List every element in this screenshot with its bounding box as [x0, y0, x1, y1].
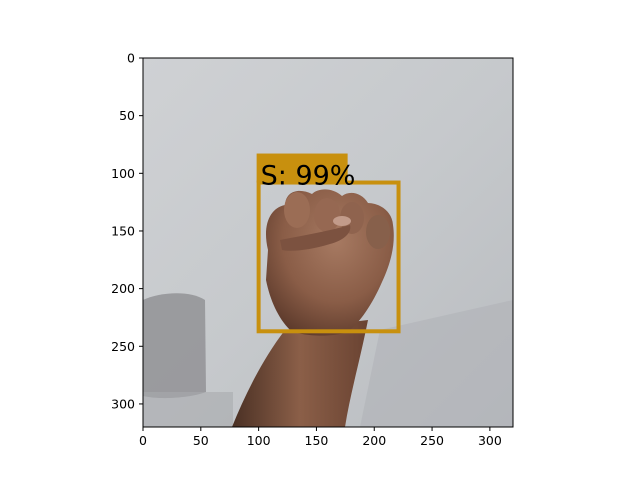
y-tick-label: 200: [111, 281, 135, 296]
y-tick-label: 300: [111, 396, 135, 411]
y-axis: 0 50 100 150 200 250 300: [111, 51, 143, 411]
x-tick-label: 50: [193, 433, 209, 448]
x-tick-label: 300: [478, 433, 502, 448]
y-tick-label: 50: [119, 108, 135, 123]
y-tick-label: 250: [111, 339, 135, 354]
x-tick-label: 100: [247, 433, 271, 448]
photo: [143, 58, 513, 427]
detection-label: S: 99%: [261, 161, 356, 192]
y-tick-label: 100: [111, 166, 135, 181]
axes-frame: [142, 57, 514, 428]
y-tick-label: 0: [127, 51, 135, 66]
x-tick-label: 200: [362, 433, 386, 448]
x-tick-label: 0: [139, 433, 147, 448]
x-tick-label: 250: [420, 433, 444, 448]
y-tick-label: 150: [111, 223, 135, 238]
x-axis: 0 50 100 150 200 250 300: [139, 427, 502, 448]
x-tick-label: 150: [305, 433, 329, 448]
detection-box: S: 99%: [256, 153, 401, 334]
